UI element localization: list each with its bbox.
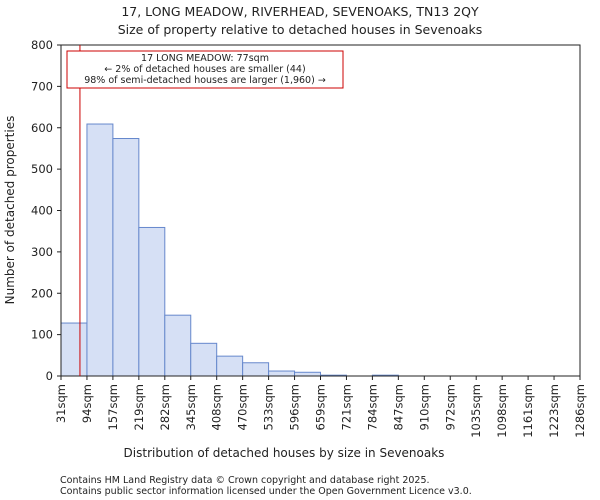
annotation-line-2: ← 2% of detached houses are smaller (44): [104, 64, 305, 75]
y-tick-label: 200: [31, 286, 53, 300]
footer-line-1: Contains HM Land Registry data © Crown c…: [60, 475, 430, 486]
y-tick-label: 600: [31, 121, 53, 135]
x-tick-label: 408sqm: [210, 384, 224, 430]
x-tick-label: 533sqm: [262, 384, 276, 430]
x-tick-label: 282sqm: [158, 384, 172, 430]
y-axis-label: Number of detached properties: [3, 116, 17, 305]
y-axis-ticks: 0 100 200 300 400 500 600 700 800: [31, 38, 61, 383]
plot-frame: [60, 44, 581, 377]
x-tick-label: 31sqm: [54, 384, 68, 423]
bar-408sqm: [216, 355, 244, 377]
y-tick-label: 100: [31, 328, 53, 342]
x-tick-label: 1161sqm: [521, 384, 535, 438]
x-tick-label: 784sqm: [365, 384, 379, 430]
x-tick-label: 596sqm: [288, 384, 302, 430]
bar-157sqm: [112, 138, 140, 377]
x-tick-label: 659sqm: [314, 384, 328, 430]
bar-94sqm: [86, 123, 114, 377]
bar-345sqm: [190, 342, 218, 377]
y-tick-label: 700: [31, 79, 53, 93]
footer-line-2: Contains public sector information licen…: [60, 486, 472, 497]
x-tick-label: 972sqm: [443, 384, 457, 430]
x-tick-label: 1098sqm: [495, 384, 509, 438]
x-tick-label: 157sqm: [106, 384, 120, 430]
x-tick-label: 345sqm: [184, 384, 198, 430]
annotation-line-1: 17 LONG MEADOW: 77sqm: [141, 53, 269, 64]
chart-subtitle: Size of property relative to detached ho…: [118, 22, 483, 37]
x-tick-label: 721sqm: [339, 384, 353, 430]
bar-31sqm: [60, 322, 88, 377]
annotation-line-3: 98% of semi-detached houses are larger (…: [84, 75, 326, 86]
bar-470sqm: [242, 362, 270, 377]
x-tick-label: 219sqm: [132, 384, 146, 430]
x-tick-label: 847sqm: [391, 384, 405, 430]
x-tick-label: 1035sqm: [469, 384, 483, 438]
bar-596sqm: [294, 371, 321, 377]
y-tick-label: 0: [46, 369, 53, 383]
chart-title: 17, LONG MEADOW, RIVERHEAD, SEVENOAKS, T…: [121, 4, 479, 19]
x-axis-label: Distribution of detached houses by size …: [124, 446, 445, 460]
bar-282sqm: [164, 314, 192, 377]
y-tick-label: 500: [31, 162, 53, 176]
bars-group: [60, 123, 399, 377]
x-tick-label: 1286sqm: [573, 384, 587, 438]
y-tick-label: 800: [31, 38, 53, 52]
bar-219sqm: [138, 226, 166, 377]
x-axis-ticks: 31sqm 94sqm 157sqm 219sqm 282sqm 345sqm 408sqm…: [54, 376, 587, 438]
x-tick-label: 910sqm: [417, 384, 431, 430]
y-tick-label: 300: [31, 245, 53, 259]
bar-533sqm: [268, 370, 296, 377]
x-tick-label: 94sqm: [80, 384, 94, 423]
x-tick-label: 470sqm: [236, 384, 250, 430]
x-tick-label: 1223sqm: [547, 384, 561, 438]
annotation-box: [66, 50, 344, 89]
y-tick-label: 400: [31, 204, 53, 218]
